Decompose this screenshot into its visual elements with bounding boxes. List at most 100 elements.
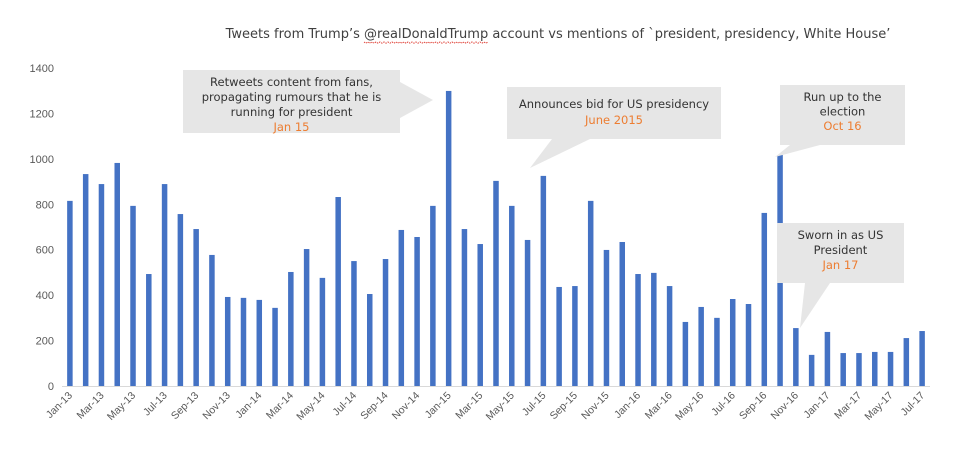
y-axis: 0 200 400 600 800 1000 1200 1400 (30, 63, 54, 393)
bar-feb-14 (272, 307, 278, 386)
x-tick-label: Jan-13 (44, 390, 75, 421)
bar-jun-13 (146, 274, 152, 386)
x-tick-label: Mar-16 (643, 390, 675, 422)
callout-pointer (400, 82, 433, 118)
bar-apr-16 (682, 321, 689, 386)
x-tick-label: Jul-17 (899, 390, 928, 419)
bar-jul-13 (161, 184, 168, 386)
x-tick-label: Jan-17 (801, 390, 832, 421)
bar-apr-13 (114, 162, 120, 386)
x-tick-label: Nov-15 (579, 390, 612, 423)
x-tick-label: May-17 (862, 390, 895, 423)
x-tick-label: Nov-14 (390, 390, 423, 423)
bar-mar-14 (288, 271, 294, 386)
bar-jun-14 (335, 197, 341, 386)
x-tick-label: Mar-14 (264, 390, 296, 422)
bar-jul-17 (919, 331, 925, 386)
bar-oct-15 (587, 200, 594, 386)
x-tick-label: Mar-13 (75, 390, 107, 422)
bar-jun-16 (714, 317, 720, 386)
bar-jul-16 (729, 299, 736, 386)
bar-feb-15 (461, 229, 468, 386)
bar-apr-14 (303, 249, 310, 386)
callout-text: election (820, 105, 866, 119)
x-tick-label: Mar-17 (832, 390, 864, 422)
callout-box (777, 223, 904, 283)
chart-title: Tweets from Trump’s @realDonaldTrump acc… (225, 27, 891, 42)
bar-jan-13 (67, 200, 73, 386)
bar-jan-15 (445, 90, 452, 386)
bar-apr-15 (493, 180, 499, 386)
callout-text: President (814, 243, 868, 257)
y-tick-label: 1000 (30, 154, 54, 166)
callout-pointer (775, 145, 820, 157)
bar-oct-14 (398, 229, 405, 386)
spellcheck-underline (363, 41, 489, 44)
callout-date: Oct 16 (823, 119, 861, 133)
y-tick-label: 600 (36, 245, 54, 257)
bar-dec-13 (240, 297, 247, 386)
x-tick-label: Mar-15 (453, 390, 485, 422)
x-tick-label: Sep-14 (358, 390, 391, 423)
x-tick-label: Nov-13 (200, 390, 233, 423)
bar-jul-14 (351, 261, 357, 386)
bar-nov-16 (793, 328, 799, 386)
bar-nov-13 (224, 296, 231, 386)
x-tick-label: Jul-14 (330, 390, 359, 419)
bar-aug-15 (556, 286, 562, 386)
x-tick-label: Jul-16 (709, 390, 738, 419)
x-tick-label: May-14 (294, 390, 327, 423)
callout-date: Jan 15 (272, 120, 309, 134)
y-tick-label: 1200 (30, 108, 54, 120)
bar-aug-16 (745, 304, 752, 386)
bar-may-17 (887, 351, 894, 386)
bar-oct-13 (209, 254, 215, 386)
bar-nov-14 (414, 236, 420, 386)
y-tick-label: 200 (36, 336, 54, 348)
bar-jun-17 (903, 338, 910, 386)
bar-jan-17 (824, 331, 831, 386)
callout-pointer (800, 283, 830, 328)
x-tick-label: May-15 (484, 390, 517, 423)
bar-mar-16 (666, 286, 673, 386)
bar-jan-14 (256, 299, 263, 386)
bar-dec-16 (808, 354, 815, 386)
bar-apr-17 (872, 351, 878, 386)
x-tick-label: May-16 (673, 390, 706, 423)
bar-feb-13 (82, 174, 89, 386)
bars (67, 90, 925, 386)
x-tick-label: Jul-13 (141, 390, 170, 419)
bar-may-13 (130, 205, 136, 386)
bar-jan-16 (635, 274, 641, 386)
callout-box (780, 85, 905, 145)
callout-text: Run up to the (803, 90, 881, 104)
callout-box (507, 87, 721, 139)
x-tick-label: Sep-15 (548, 390, 581, 423)
x-tick-label: Jul-15 (520, 390, 549, 419)
x-tick-label: Sep-16 (737, 390, 770, 423)
y-tick-label: 1400 (30, 63, 54, 75)
x-tick-label: Nov-16 (769, 390, 802, 423)
bar-aug-14 (366, 294, 373, 386)
bar-feb-17 (840, 353, 846, 386)
y-tick-label: 0 (48, 381, 54, 393)
callout-text: Sworn in as US (798, 228, 884, 242)
bar-nov-15 (603, 249, 610, 386)
chart-title-group: Tweets from Trump’s @realDonaldTrump acc… (225, 27, 891, 44)
x-tick-label: May-13 (105, 390, 138, 423)
callout-jan-15: Retweets content from fans,propagating r… (183, 70, 433, 134)
bar-sep-16 (761, 212, 768, 386)
callout-jun-15: Announces bid for US presidency June 2015 (507, 87, 721, 168)
bar-jun-15 (524, 239, 531, 386)
bar-aug-13 (177, 214, 184, 386)
bar-jul-15 (540, 175, 547, 386)
bar-dec-14 (430, 205, 436, 386)
callout-text: Announces bid for US presidency (519, 97, 709, 111)
callout-date: June 2015 (584, 113, 643, 127)
callout-date: Jan 17 (821, 258, 858, 272)
bar-may-16 (698, 306, 704, 386)
